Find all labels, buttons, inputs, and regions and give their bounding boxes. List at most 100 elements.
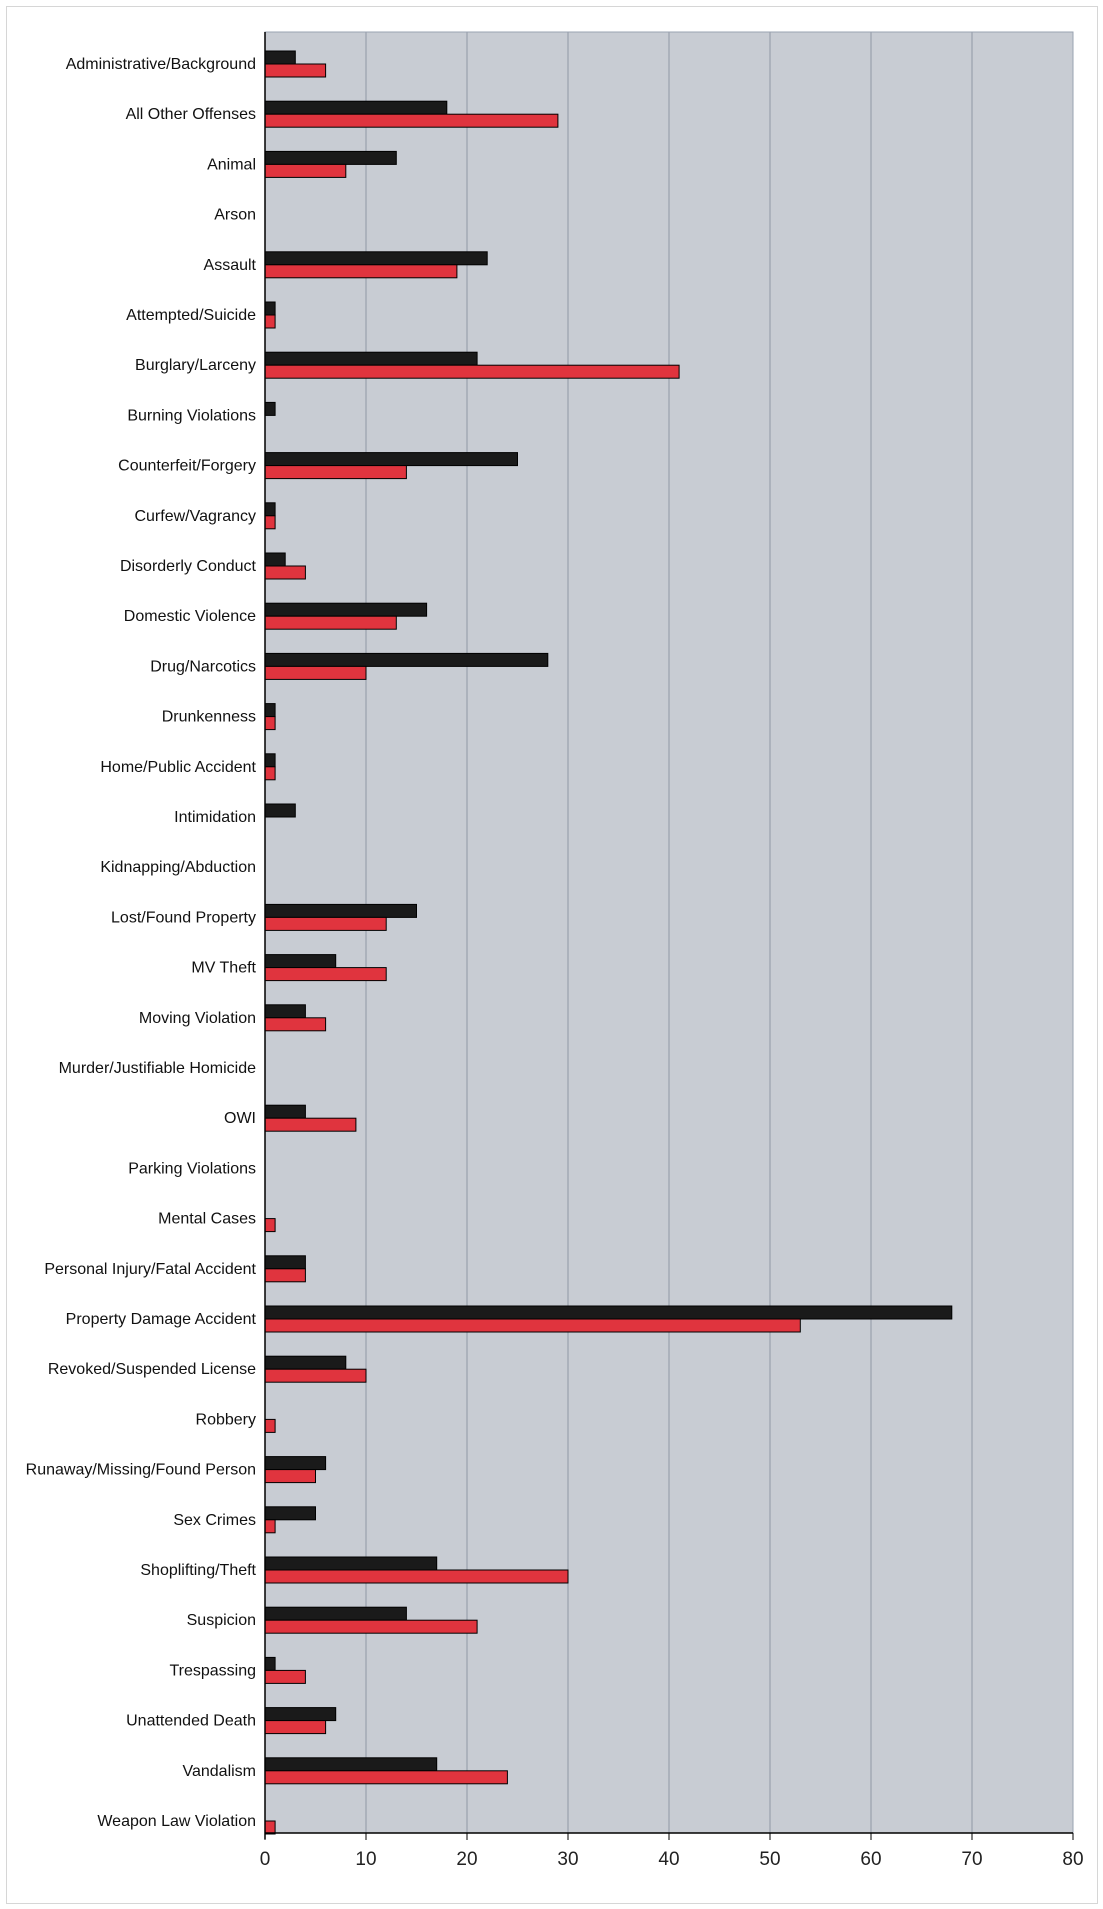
x-tick-labels: 0 10 20 30 40 50 60 70 80 [260, 1849, 1084, 1870]
bar-series1-34 [264, 1757, 438, 1772]
bar-series2-4 [264, 264, 458, 279]
category-label: All Other Offenses [126, 106, 256, 123]
bar-series1-25 [264, 1305, 953, 1320]
bar-series1-0 [264, 50, 296, 65]
bar-series2-35 [264, 1820, 276, 1835]
category-label: Unattended Death [126, 1713, 256, 1730]
category-label: Trespassing [169, 1662, 256, 1679]
bar-series2-14 [264, 766, 276, 781]
bar-series2-29 [264, 1519, 276, 1534]
x-tick-label: 0 [260, 1849, 271, 1870]
category-label: Assault [204, 257, 257, 274]
category-label: Drunkenness [162, 709, 256, 726]
bar-series2-2 [264, 163, 347, 178]
x-tick-label: 80 [1062, 1849, 1083, 1870]
category-label: Mental Cases [158, 1211, 256, 1228]
bar-series1-30 [264, 1556, 438, 1571]
category-label: Sex Crimes [173, 1512, 256, 1529]
bar-series1-9 [264, 502, 276, 517]
bar-series1-28 [264, 1456, 327, 1471]
bar-series2-11 [264, 615, 397, 630]
category-label: Burglary/Larceny [135, 357, 256, 374]
bar-series1-11 [264, 602, 428, 617]
category-label: Personal Injury/Fatal Accident [44, 1261, 256, 1278]
bar-series2-12 [264, 665, 367, 680]
bar-series1-32 [264, 1656, 276, 1671]
category-label: Counterfeit/Forgery [118, 458, 256, 475]
axes [264, 31, 1074, 1840]
category-label: Revoked/Suspended License [48, 1361, 256, 1378]
bar-series2-33 [264, 1720, 327, 1735]
category-label: Home/Public Accident [100, 759, 256, 776]
bar-series1-6 [264, 351, 478, 366]
bar-series1-26 [264, 1355, 347, 1370]
category-label: Murder/Justifiable Homicide [59, 1060, 257, 1077]
bar-series2-34 [264, 1770, 508, 1785]
category-label: Curfew/Vagrancy [134, 508, 256, 525]
x-tick-label: 40 [658, 1849, 679, 1870]
category-label: OWI [224, 1110, 256, 1127]
category-label: MV Theft [191, 960, 256, 977]
bar-series1-15 [264, 803, 296, 818]
category-label: Property Damage Accident [66, 1311, 257, 1328]
category-label: Kidnapping/Abduction [100, 859, 256, 876]
category-label: Lost/Found Property [111, 909, 256, 926]
bar-series2-0 [264, 63, 327, 78]
category-label: Drug/Narcotics [150, 658, 256, 675]
category-label: Intimidation [174, 809, 256, 826]
category-label: Robbery [196, 1411, 256, 1428]
bar-series1-5 [264, 301, 276, 316]
bar-series2-24 [264, 1268, 306, 1283]
bar-series1-8 [264, 452, 518, 467]
bar-series2-17 [264, 916, 387, 931]
bar-series2-21 [264, 1117, 357, 1132]
bar-series1-17 [264, 903, 417, 918]
bar-series1-29 [264, 1506, 316, 1521]
gridlines [365, 32, 1074, 1833]
category-label: Suspicion [187, 1612, 256, 1629]
bar-series2-9 [264, 515, 276, 530]
x-tick-label: 30 [557, 1849, 578, 1870]
bar-series1-19 [264, 1004, 306, 1019]
x-tick-label: 10 [355, 1849, 376, 1870]
bar-series1-24 [264, 1255, 306, 1270]
bar-series2-10 [264, 565, 306, 580]
category-label: Arson [214, 207, 256, 224]
bar-series2-19 [264, 1017, 327, 1032]
x-tick-label: 50 [759, 1849, 780, 1870]
x-tick-label: 70 [961, 1849, 982, 1870]
bar-series1-7 [264, 401, 276, 416]
category-label: Moving Violation [139, 1010, 256, 1027]
category-label: Shoplifting/Theft [140, 1562, 256, 1579]
bars [264, 50, 953, 1835]
category-label: Parking Violations [128, 1160, 256, 1177]
category-labels: Administrative/Background All Other Offen… [26, 56, 257, 1830]
bar-series2-1 [264, 113, 559, 128]
category-label: Runaway/Missing/Found Person [26, 1462, 256, 1479]
x-tick-label: 60 [860, 1849, 881, 1870]
category-label: Disorderly Conduct [120, 558, 257, 575]
bar-series1-14 [264, 753, 276, 768]
bar-series1-10 [264, 552, 286, 567]
bar-series1-31 [264, 1606, 407, 1621]
category-label: Animal [207, 156, 256, 173]
bar-series1-4 [264, 251, 488, 266]
bar-series2-8 [264, 465, 407, 480]
bar-series2-32 [264, 1669, 306, 1684]
bar-series2-13 [264, 716, 276, 731]
bar-series2-26 [264, 1368, 367, 1383]
bar-series2-6 [264, 364, 680, 379]
bar-series2-31 [264, 1619, 478, 1634]
category-label: Vandalism [182, 1763, 256, 1780]
bar-series2-5 [264, 314, 276, 329]
bar-series2-18 [264, 967, 387, 982]
bar-series1-2 [264, 150, 397, 165]
bar-series1-1 [264, 100, 448, 115]
bar-series1-33 [264, 1707, 337, 1722]
category-label: Domestic Violence [124, 608, 256, 625]
bar-series2-28 [264, 1469, 316, 1484]
category-label: Attempted/Suicide [126, 307, 256, 324]
bar-series2-27 [264, 1418, 276, 1433]
x-tick-label: 20 [456, 1849, 477, 1870]
bar-series1-13 [264, 703, 276, 718]
